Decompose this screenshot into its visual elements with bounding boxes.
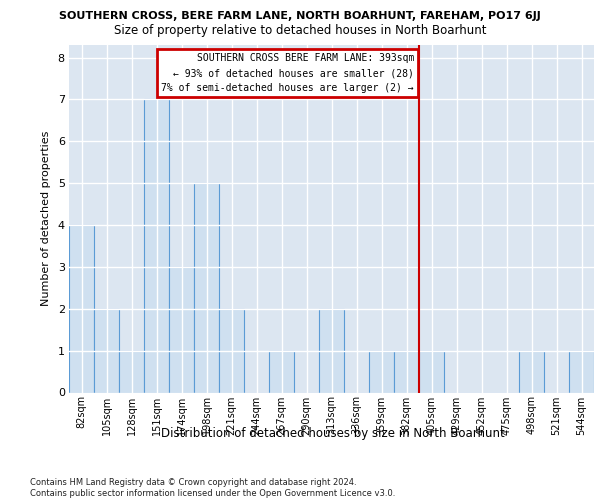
Bar	[519, 350, 544, 393]
Bar	[319, 309, 344, 392]
Bar	[369, 350, 394, 393]
Bar	[569, 350, 594, 393]
Bar	[94, 309, 119, 392]
Text: SOUTHERN CROSS BERE FARM LANE: 393sqm
← 93% of detached houses are smaller (28)
: SOUTHERN CROSS BERE FARM LANE: 393sqm ← …	[161, 54, 414, 93]
Bar	[144, 100, 169, 393]
Bar	[394, 350, 419, 393]
Bar	[194, 183, 219, 392]
Y-axis label: Number of detached properties: Number of detached properties	[41, 131, 51, 306]
Bar	[419, 350, 444, 393]
Bar	[219, 309, 244, 392]
Bar	[119, 350, 144, 393]
Text: Contains HM Land Registry data © Crown copyright and database right 2024.
Contai: Contains HM Land Registry data © Crown c…	[30, 478, 395, 498]
Text: Size of property relative to detached houses in North Boarhunt: Size of property relative to detached ho…	[114, 24, 486, 37]
Bar	[69, 225, 94, 392]
Bar	[269, 350, 294, 393]
Text: Distribution of detached houses by size in North Boarhunt: Distribution of detached houses by size …	[161, 428, 505, 440]
Text: SOUTHERN CROSS, BERE FARM LANE, NORTH BOARHUNT, FAREHAM, PO17 6JJ: SOUTHERN CROSS, BERE FARM LANE, NORTH BO…	[59, 11, 541, 21]
Bar	[169, 267, 194, 392]
